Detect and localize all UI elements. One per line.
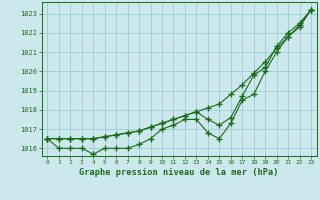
X-axis label: Graphe pression niveau de la mer (hPa): Graphe pression niveau de la mer (hPa) (79, 168, 279, 177)
